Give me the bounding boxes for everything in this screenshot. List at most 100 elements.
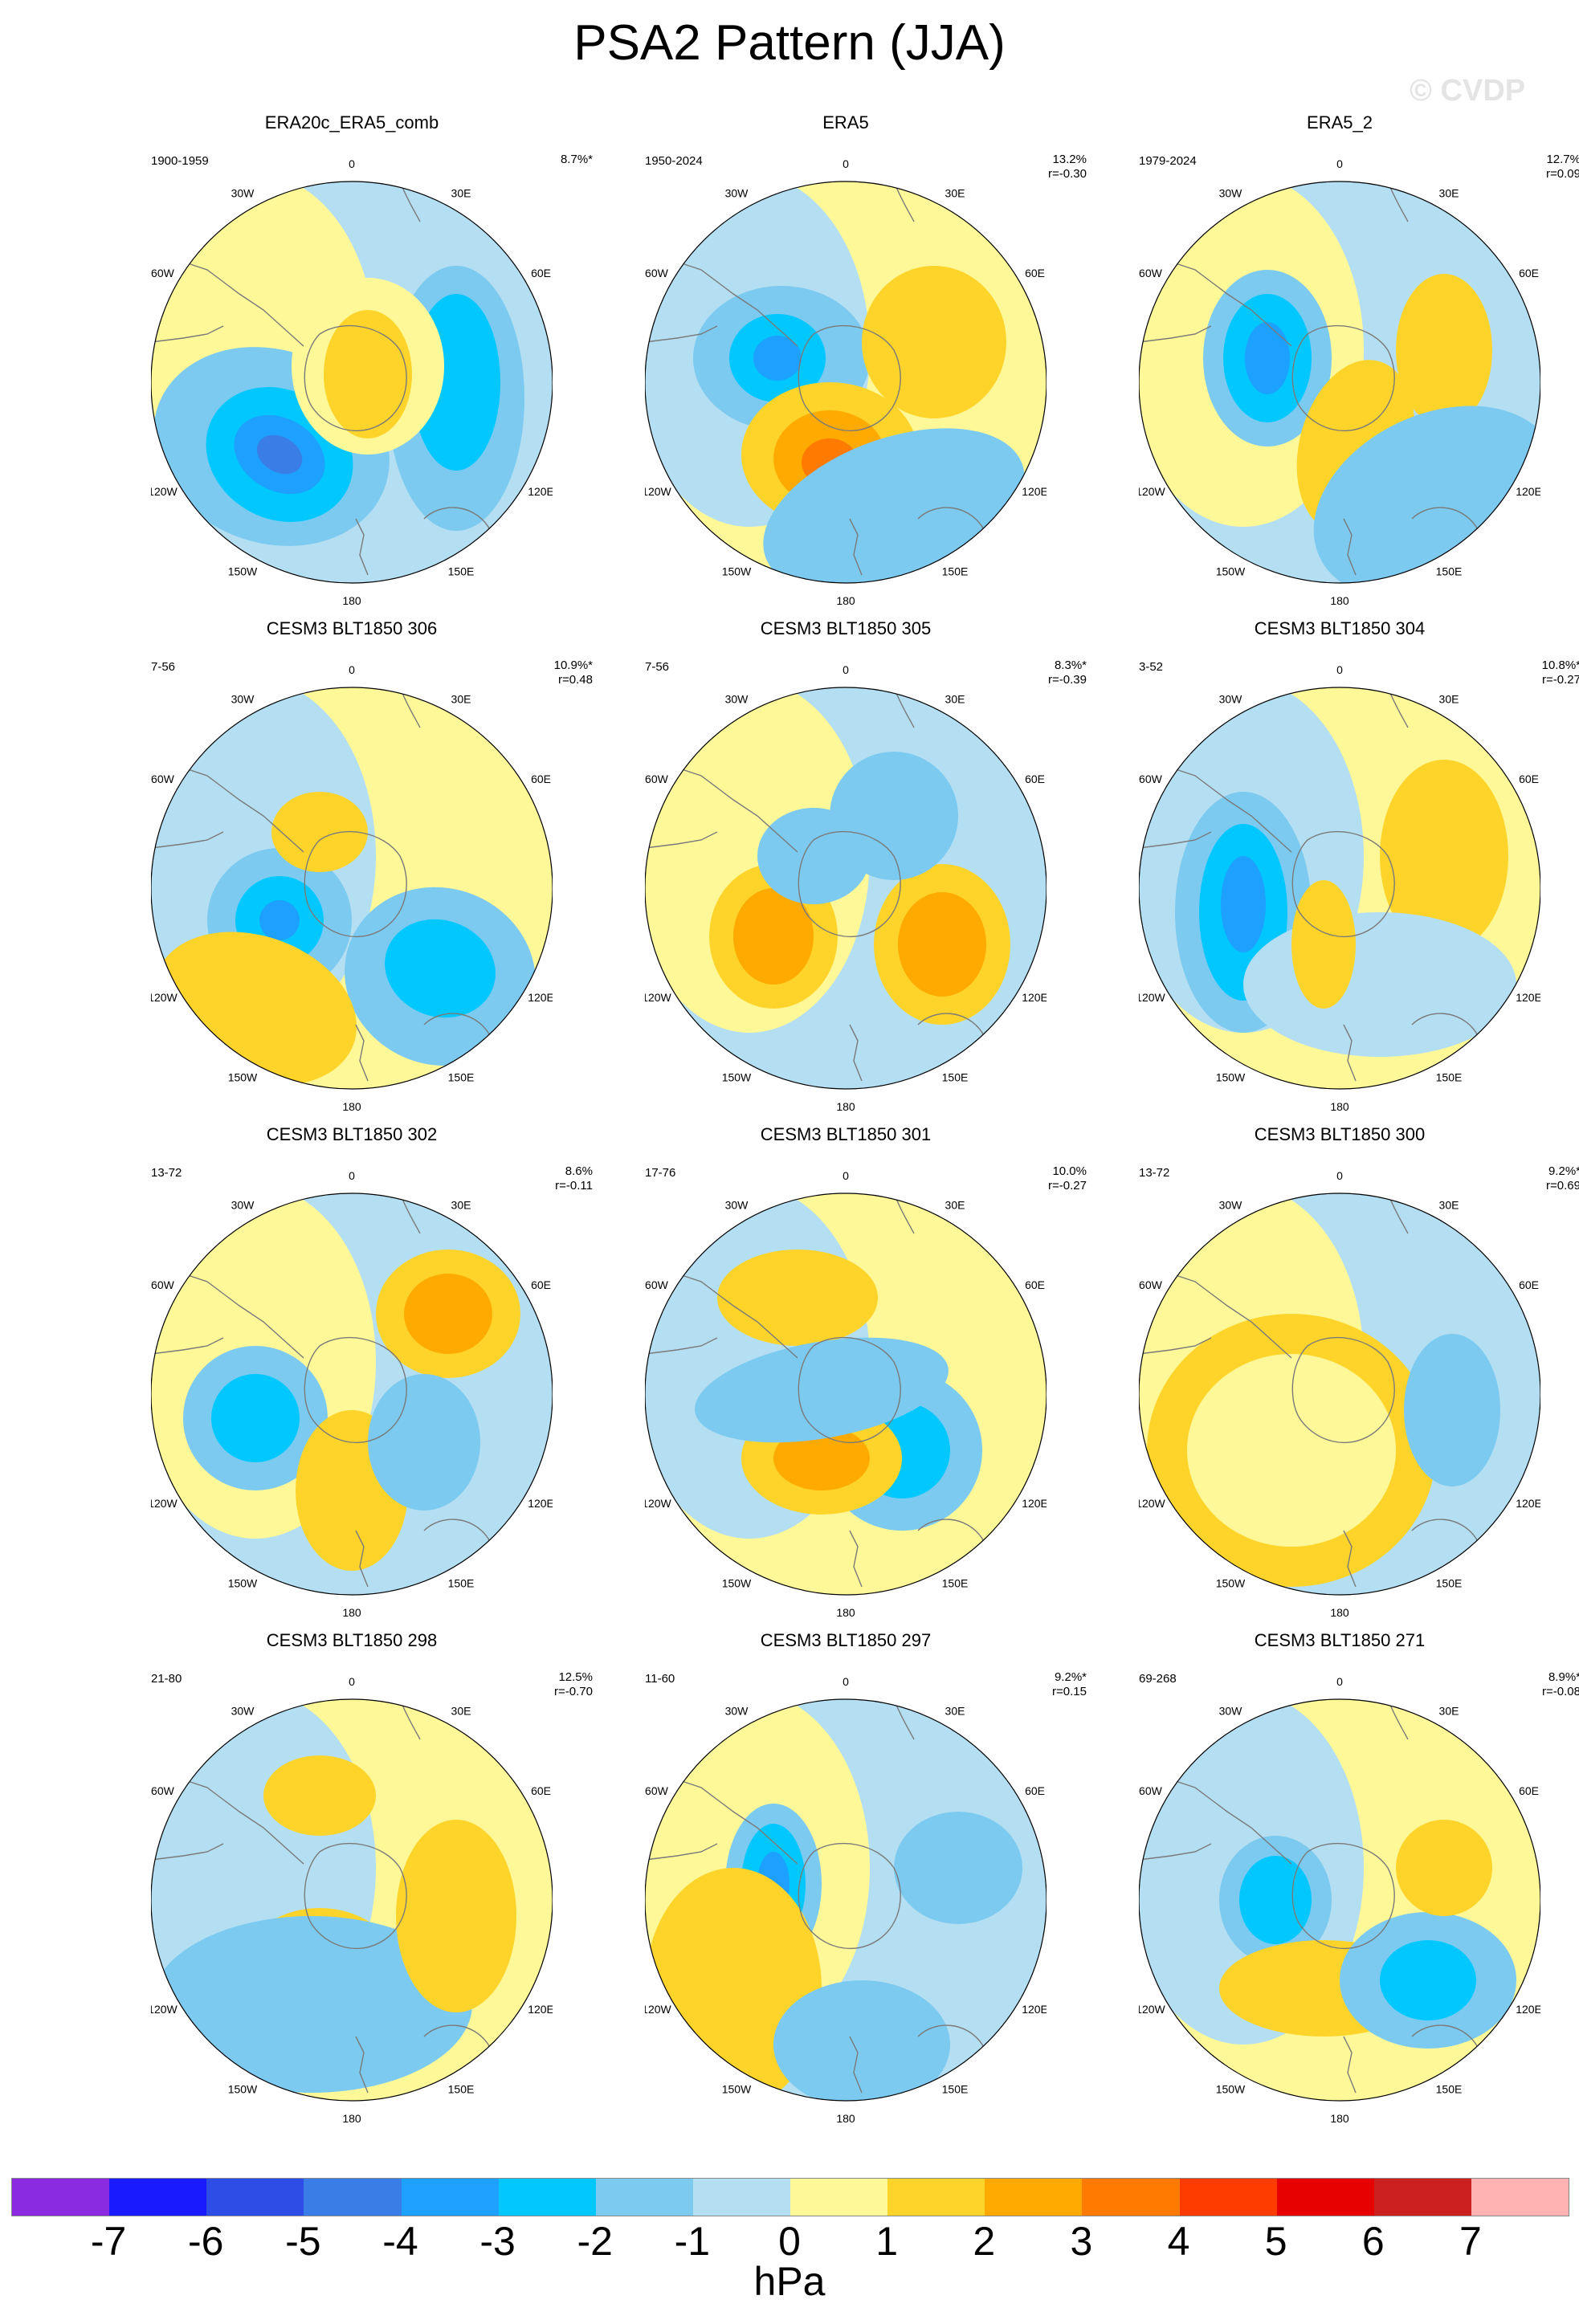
anomaly-contour [1396,1820,1492,1916]
colorbar-segment [498,2179,596,2216]
antarctica-coastline [1291,1336,1395,1444]
map-boundary [1139,1193,1540,1596]
colorbar-segment [595,2179,693,2216]
new-zealand-coastline [1343,1530,1357,1588]
anomaly-contour [1245,322,1290,394]
longitude-label: 60W [1139,773,1163,785]
longitude-label: 180 [1330,594,1349,607]
map-panel: CESM3 BLT1850 300 13-72 9.2%* r=0.69 0 30E 60E… [1083,1124,1579,1638]
longitude-label: 120E [1516,991,1540,1004]
polar-map: 030E60E90E120E150E180150W120W90W60W30W [645,157,1047,607]
south-america-coastline [645,1843,718,1861]
anomaly-contour [1187,1354,1396,1547]
polar-map: 030E60E90E120E150E180150W120W90W60W30W [645,1675,1047,2125]
variance-explained: 8.9%* [1548,1670,1579,1684]
longitude-label: 60E [1519,1784,1539,1797]
new-zealand-coastline [849,518,863,576]
anomaly-contour [753,336,802,381]
south-america-coastline [151,325,224,343]
anomaly-contour [324,310,412,438]
anomaly-contour [1291,880,1356,1009]
antarctica-coastline [798,830,901,938]
longitude-label: 150E [448,565,475,578]
south-america-coastline [1139,831,1212,849]
new-zealand-coastline [355,2036,369,2094]
variance-explained: 12.5% [558,1670,593,1684]
longitude-label: 30E [1439,1704,1459,1717]
longitude-label: 120E [1022,1497,1047,1510]
longitude-label: 30W [1219,186,1243,199]
map-boundary [151,1698,553,2102]
polar-map: 030E60E90E120E150E180150W120W90W60W30W [645,1169,1047,1619]
longitude-label: 150W [1216,565,1246,578]
longitude-label: 60W [645,1784,669,1797]
colorbar-tick-label: 3 [1070,2219,1093,2264]
colorbar-tick-label: -6 [188,2219,224,2264]
longitude-label: 60E [1025,1278,1045,1291]
colorbar-tick-label: 5 [1264,2219,1287,2264]
polar-map: 030E60E90E120E150E180150W120W90W60W30W [151,1169,553,1619]
anomaly-contour [757,808,870,904]
variance-explained: 13.2% [1052,153,1087,166]
longitude-label: 120E [1022,991,1047,1004]
map-panel: CESM3 BLT1850 302 13-72 8.6% r=-0.11 0 30E 60E… [95,1124,609,1638]
colorbar-tick-label: -1 [674,2219,711,2264]
polar-map: 030E60E90E120E150E180150W120W90W60W30W [151,1675,553,2125]
longitude-label: 120W [1139,2003,1166,2016]
panel-period: 7-56 [645,660,670,674]
longitude-label: 120W [151,485,178,498]
panel-period: 1979-2024 [1139,154,1197,168]
figure-title: PSA2 Pattern (JJA) [573,15,1006,71]
panel-period: 21-80 [151,1672,182,1686]
colorbar-tick-label: 0 [778,2219,801,2264]
panel-period: 3-52 [1139,660,1164,674]
pattern-correlation: r=0.48 [558,673,593,687]
pattern-correlation: r=-0.30 [1048,167,1087,181]
colorbar-segment [304,2179,402,2216]
longitude-label: 0 [1336,663,1343,676]
pattern-correlation: r=0.15 [1052,1685,1087,1698]
map-panel: CESM3 BLT1850 271 69-268 8.9%* r=-0.08 0 30E 6… [1083,1630,1579,2144]
longitude-label: 30E [945,186,965,199]
variance-explained: 10.8%* [1541,658,1579,672]
colorbar-tick-label: 6 [1361,2219,1385,2264]
longitude-label: 150W [722,1577,752,1590]
variance-explained: 10.0% [1052,1164,1087,1178]
anomaly-field [1139,687,1540,1089]
map-boundary [645,1698,1047,2102]
panel-period: 1900-1959 [151,154,209,168]
new-zealand-coastline [849,1024,863,1082]
anomaly-contour [396,1820,516,2012]
longitude-label: 150W [722,2083,752,2096]
map-boundary [645,181,1047,584]
longitude-label: 60W [645,773,669,785]
longitude-label: 150E [942,565,969,578]
panel-stats: 8.7%* [504,153,593,167]
longitude-label: 60E [1025,1784,1045,1797]
longitude-label: 60W [151,773,175,785]
longitude-label: 180 [1330,1606,1349,1619]
longitude-label: 0 [349,157,355,170]
anomaly-contour [862,266,1006,418]
colorbar-tick-label: -2 [577,2219,613,2264]
longitude-label: 150W [228,1071,258,1084]
polar-map: 030E60E90E120E150E180150W120W90W60W30W [1139,1169,1540,1619]
longitude-label: 150E [1436,1577,1463,1590]
antarctica-coastline [1291,830,1395,938]
panel-stats: 9.2%* r=0.69 [1492,1164,1579,1193]
south-america-coastline [1139,1337,1212,1355]
map-boundary [1139,181,1540,584]
colorbar-segment [1373,2179,1471,2216]
australia-coastline [1411,1013,1493,1074]
map-panel: CESM3 BLT1850 305 7-56 8.3%* r=-0.39 0 30E 60E… [589,618,1103,1132]
australia-coastline [423,1519,505,1580]
colorbar-tick-label: -3 [479,2219,516,2264]
longitude-label: 60W [1139,267,1163,279]
colorbar-segment [1082,2179,1180,2216]
longitude-label: 30W [1219,1198,1243,1211]
new-zealand-coastline [849,2036,863,2094]
longitude-label: 60E [1519,1278,1539,1291]
colorbar-tick-label: 7 [1459,2219,1482,2264]
peninsula-coastline [1170,1779,1292,1865]
map-panel: ERA5_21979-202412.7%r=0.09030E60E90E120E… [1083,112,1579,626]
